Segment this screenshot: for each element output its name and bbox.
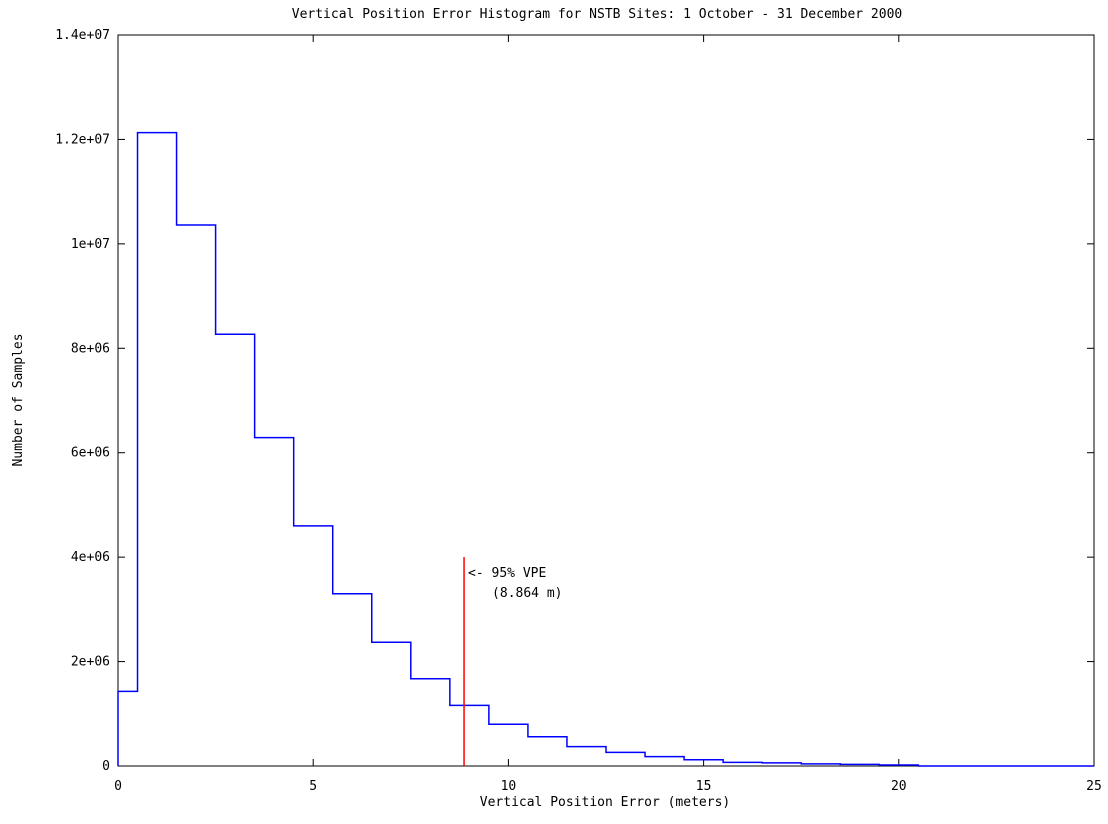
- vpe-label-line-2: (8.864 m): [492, 586, 562, 601]
- x-axis-label: Vertical Position Error (meters): [480, 795, 730, 810]
- histogram-step-series: [117, 131, 1094, 767]
- y-tick-label: 8e+06: [71, 341, 110, 356]
- plot-frame: [117, 34, 1095, 767]
- y-tick-label: 1.4e+07: [55, 28, 110, 43]
- x-tick-label: 5: [309, 779, 317, 794]
- x-tick-label: 10: [501, 779, 517, 794]
- y-axis-label: Number of Samples: [11, 333, 26, 466]
- y-tick-label: 4e+06: [71, 550, 110, 565]
- y-tick-label: 1.2e+07: [55, 132, 110, 147]
- vpe-label-line-1: <- 95% VPE: [468, 566, 546, 581]
- y-tick-label: 0: [102, 759, 110, 774]
- y-tick-label: 2e+06: [71, 655, 110, 670]
- histogram-bins: [118, 133, 1094, 766]
- y-tick-label: 6e+06: [71, 446, 110, 461]
- x-axis: 0 5 10 15 20 25: [114, 35, 1102, 794]
- y-axis: 0 2e+06 4e+06 6e+06 8e+06 1e+07 1.2e+07 1.4e+07: [55, 28, 1094, 774]
- y-tick-label: 1e+07: [71, 237, 110, 252]
- x-tick-label: 25: [1086, 779, 1102, 794]
- x-tick-label: 0: [114, 779, 122, 794]
- chart-title: Vertical Position Error Histogram for NS…: [292, 7, 902, 22]
- x-tick-label: 15: [696, 779, 712, 794]
- x-tick-label: 20: [891, 779, 907, 794]
